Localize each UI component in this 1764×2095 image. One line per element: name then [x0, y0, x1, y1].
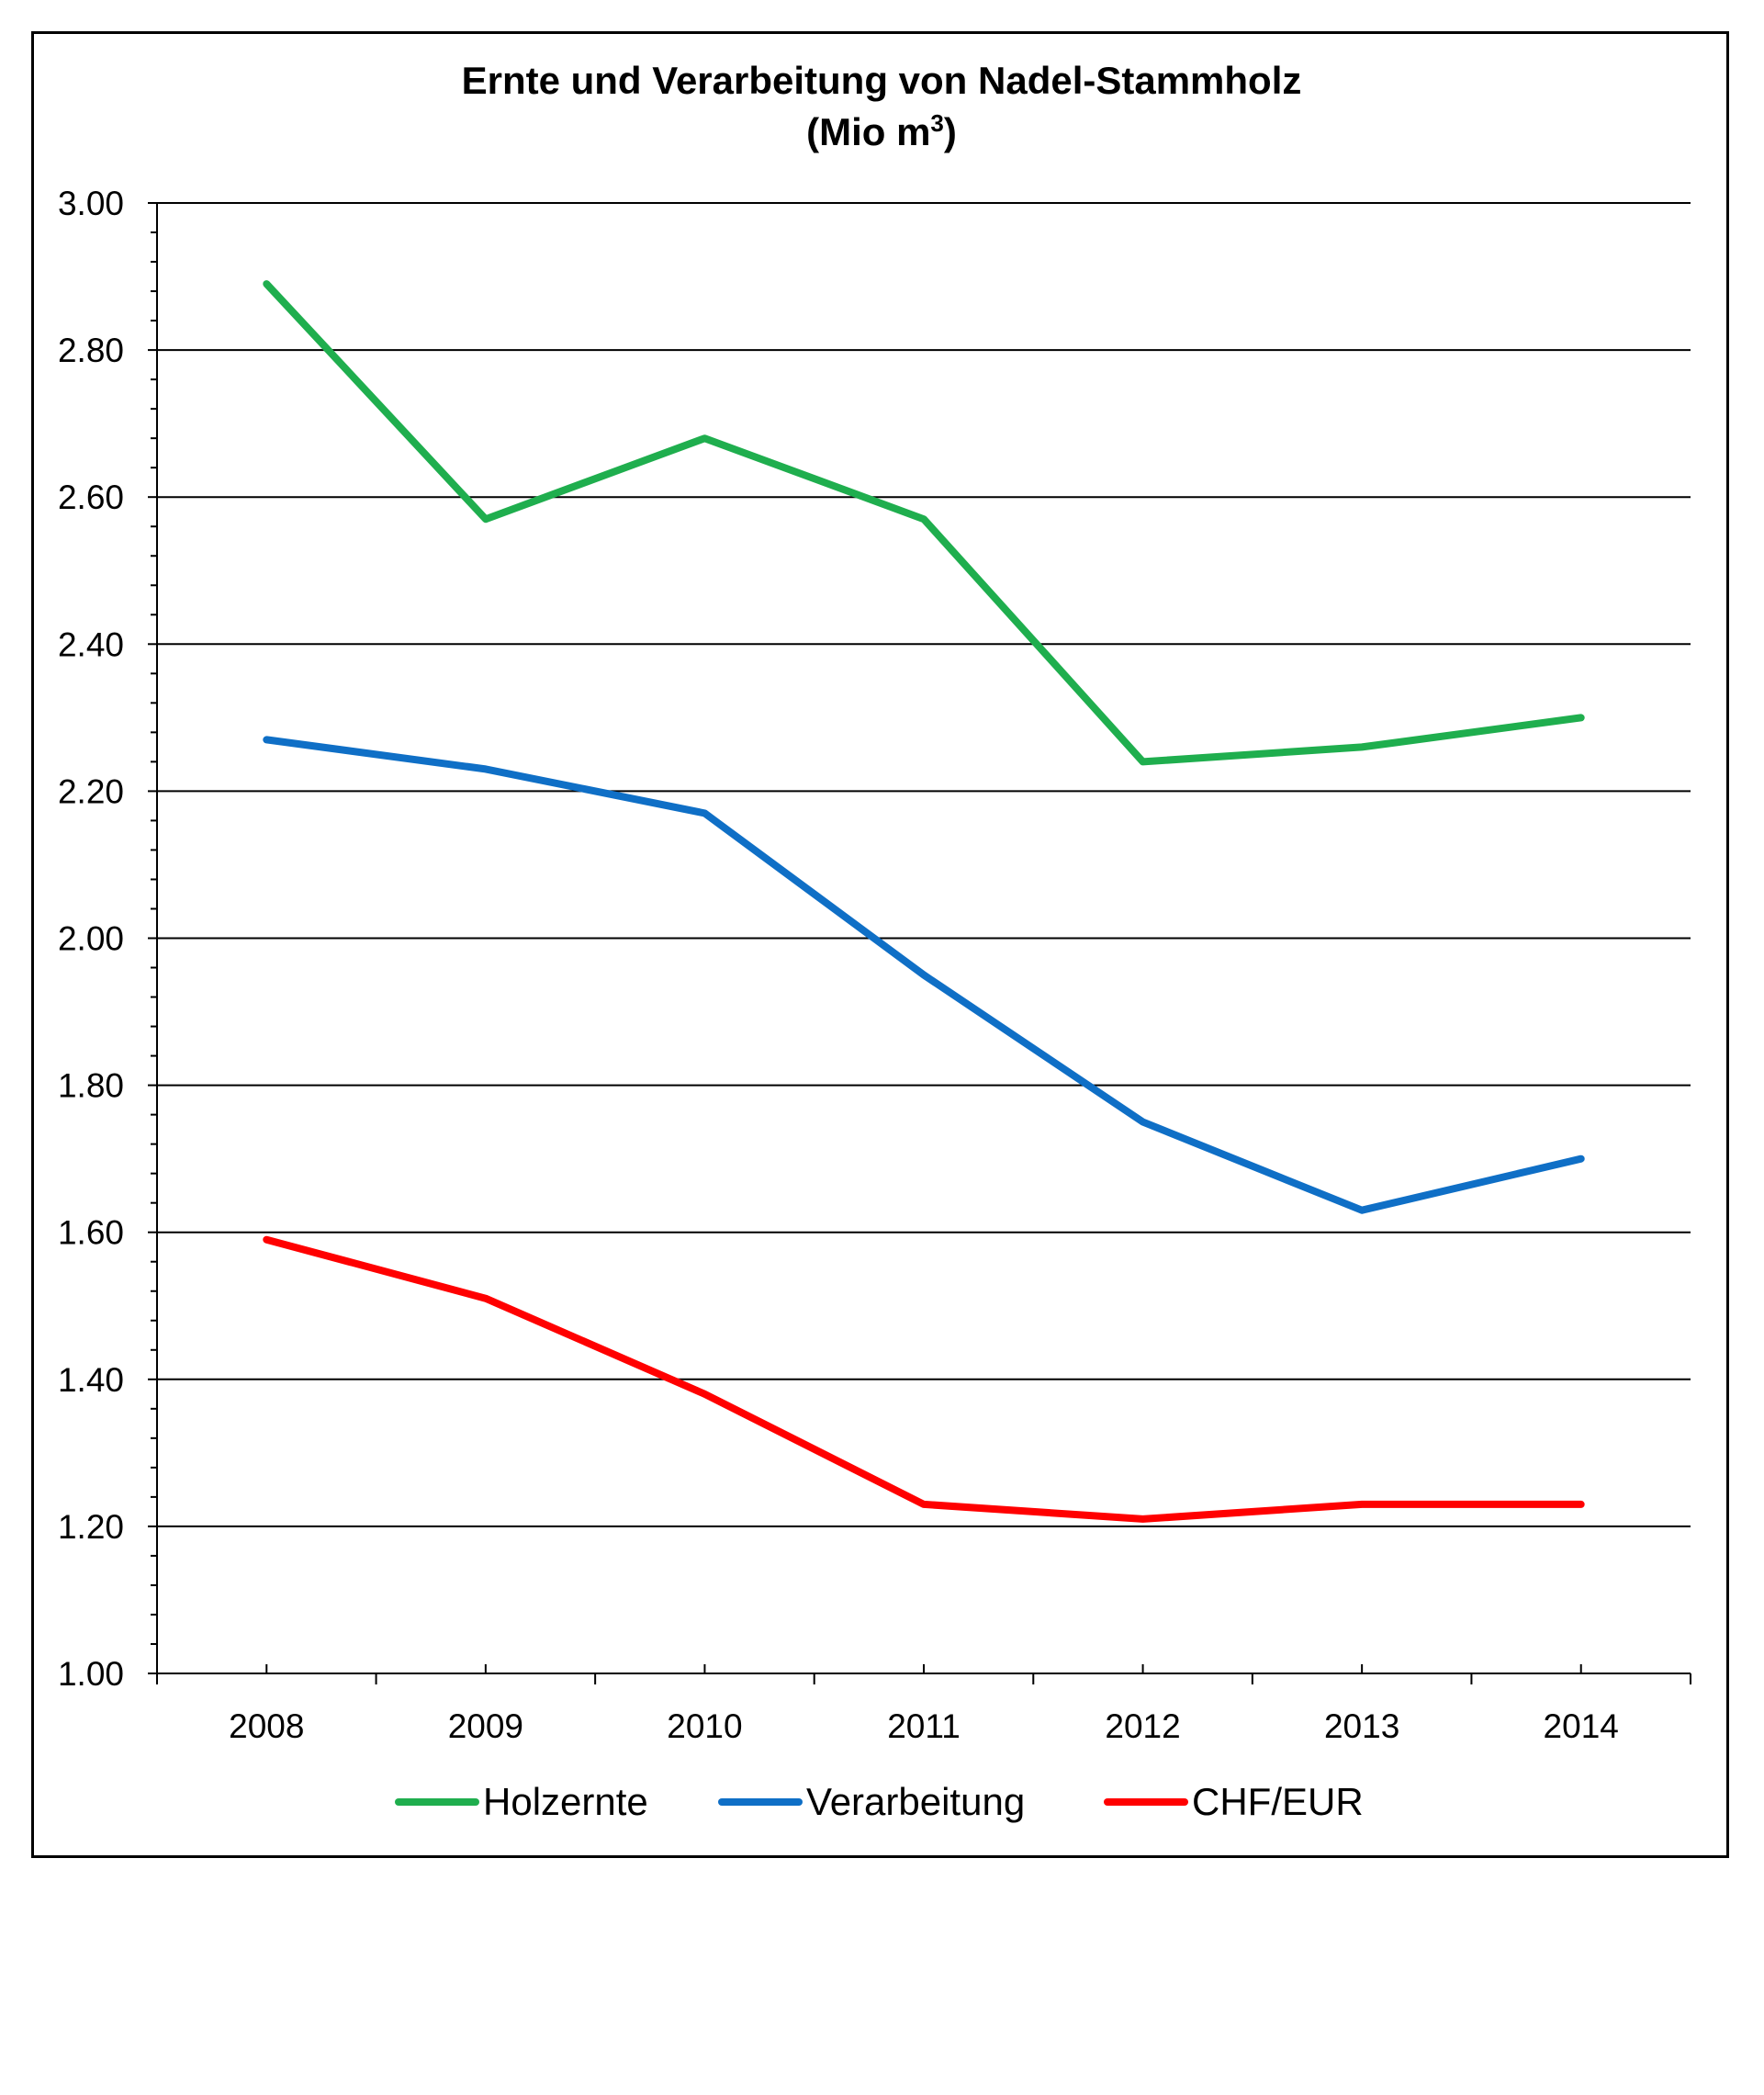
- y-tick-label: 1.20: [58, 1508, 124, 1546]
- y-tick-label: 2.80: [58, 332, 124, 369]
- series-lines: [263, 280, 1585, 1523]
- y-tick-labels: 1.00 1.20 1.40 1.60 1.80 2.00 2.20 2.40 2.60 2.80…: [58, 185, 124, 1693]
- x-tick-label: 2014: [1544, 1707, 1619, 1745]
- chart-subtitle-superscript: 3: [930, 109, 943, 137]
- y-tick-label: 1.40: [58, 1361, 124, 1399]
- x-tick-label: 2010: [667, 1707, 742, 1745]
- y-tick-label: 2.20: [58, 772, 124, 810]
- chart-subtitle-prefix: (Mio m: [806, 110, 930, 153]
- series-line-chf-eur: [263, 1235, 1585, 1523]
- y-tick-label: 1.00: [58, 1655, 124, 1693]
- legend: Holzernte Verarbeitung CHF/EUR: [395, 1780, 1364, 1823]
- series-line-holzernte: [263, 280, 1585, 766]
- x-tick-label: 2008: [229, 1707, 304, 1745]
- chart-subtitle: (Mio m3): [806, 109, 957, 153]
- axes: [148, 202, 1691, 1684]
- legend-label-holzernte: Holzernte: [483, 1780, 648, 1823]
- y-tick-label: 3.00: [58, 185, 124, 222]
- x-tick-label: 2009: [448, 1707, 523, 1745]
- y-tick-label: 2.40: [58, 625, 124, 663]
- x-tick-label: 2012: [1105, 1707, 1180, 1745]
- chart-subtitle-suffix: ): [944, 110, 957, 153]
- gridlines: [157, 202, 1691, 1527]
- legend-label-chf-eur: CHF/EUR: [1192, 1780, 1364, 1823]
- y-tick-label: 2.60: [58, 479, 124, 516]
- x-tick-label: 2011: [887, 1707, 961, 1745]
- y-tick-label: 1.80: [58, 1067, 124, 1105]
- series-line-verarbeitung: [263, 736, 1585, 1214]
- chart-title: Ernte und Verarbeitung von Nadel-Stammho…: [462, 59, 1302, 102]
- y-tick-label: 1.60: [58, 1214, 124, 1252]
- y-tick-label: 2.00: [58, 920, 124, 958]
- x-tick-label: 2013: [1324, 1707, 1399, 1745]
- legend-label-verarbeitung: Verarbeitung: [806, 1780, 1025, 1823]
- x-tick-labels: 2008 2009 2010 2011 2012 2013 2014: [229, 1707, 1619, 1745]
